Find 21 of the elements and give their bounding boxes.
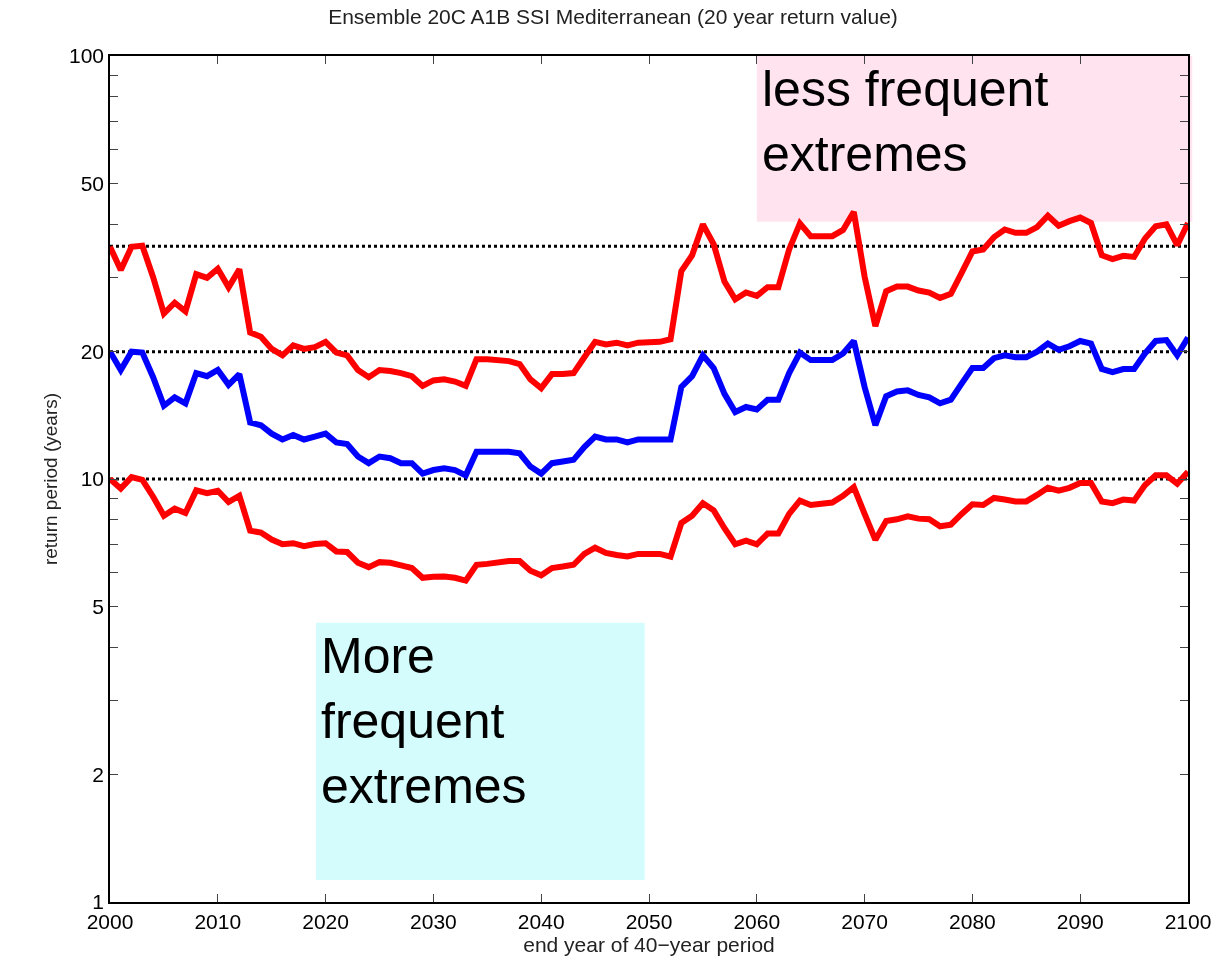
x-tick-label: 2090 [1056,909,1104,933]
x-tick-label: 2080 [949,909,996,933]
x-tick-label: 2100 [1164,909,1212,933]
chart-title: Ensemble 20C A1B SSI Mediterranean (20 year return value) [328,5,898,29]
x-tick-label: 2030 [410,909,457,933]
x-tick-label: 2020 [302,909,349,933]
x-tick-label: 2040 [517,909,565,933]
x-axis-title: end year of 40−year period [523,932,775,956]
x-tick-label: 2060 [733,909,781,933]
x-tick-label: 2050 [625,909,673,933]
annotation: less frequent extremes [762,61,1049,182]
annotation: More frequent extremes [321,628,527,814]
y-tick-label: 20 [80,340,105,364]
y-tick-label: 100 [69,44,105,68]
y-tick-label: 5 [92,594,105,618]
x-tick-label: 2010 [194,909,242,933]
y-tick-label: 2 [92,763,105,787]
y-tick-label: 50 [80,171,105,195]
y-axis-title: return period (years) [40,392,62,566]
y-tick-label: 10 [80,467,105,491]
x-tick-label: 2070 [841,909,888,933]
